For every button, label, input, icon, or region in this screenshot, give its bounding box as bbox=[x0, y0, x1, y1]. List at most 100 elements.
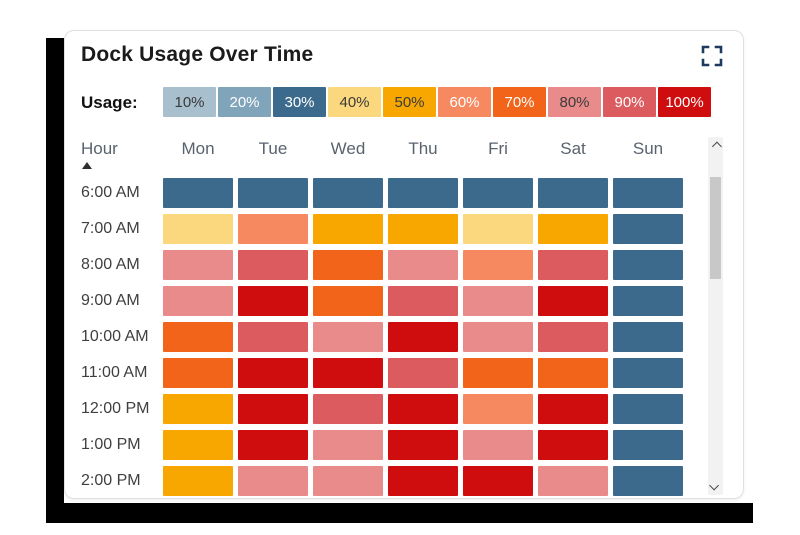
heatmap-cell-mon-70pct[interactable] bbox=[163, 322, 233, 352]
column-header-sun[interactable]: Sun bbox=[632, 139, 664, 158]
heatmap-cell-sat-70pct[interactable] bbox=[538, 358, 608, 388]
heatmap-cell-sun-30pct[interactable] bbox=[613, 358, 683, 388]
heatmap-cell-mon-50pct[interactable] bbox=[163, 466, 233, 496]
heatmap-cell-fri-60pct[interactable] bbox=[463, 394, 533, 424]
fullscreen-expand-icon bbox=[700, 45, 724, 71]
row-hour-label: 8:00 AM bbox=[81, 256, 140, 273]
heatmap-cell-sat-100pct[interactable] bbox=[538, 394, 608, 424]
column-header-thu[interactable]: Thu bbox=[408, 139, 438, 158]
scroll-down-button[interactable] bbox=[708, 478, 723, 493]
heatmap-cell-thu-100pct[interactable] bbox=[388, 466, 458, 496]
fullscreen-expand-button[interactable] bbox=[699, 44, 725, 70]
heatmap-cell-tue-30pct[interactable] bbox=[238, 178, 308, 208]
heatmap-cell-sun-30pct[interactable] bbox=[613, 178, 683, 208]
heatmap-cell-sat-80pct[interactable] bbox=[538, 466, 608, 496]
heatmap-cell-fri-80pct[interactable] bbox=[463, 430, 533, 460]
column-header-tue[interactable]: Tue bbox=[258, 139, 288, 158]
heatmap-row: 9:00 AM bbox=[81, 283, 701, 319]
heatmap-cell-sun-30pct[interactable] bbox=[613, 394, 683, 424]
heatmap-cell-tue-100pct[interactable] bbox=[238, 358, 308, 388]
dock-usage-card: Dock Usage Over Time Usage: 10% 20% 30% 40%… bbox=[64, 30, 744, 499]
heatmap-cell-wed-80pct[interactable] bbox=[313, 466, 383, 496]
heatmap-cell-thu-90pct[interactable] bbox=[388, 286, 458, 316]
heatmap-cell-sat-90pct[interactable] bbox=[538, 322, 608, 352]
row-hour-label: 11:00 AM bbox=[81, 364, 148, 381]
heatmap-cell-sun-30pct[interactable] bbox=[613, 214, 683, 244]
card-shadow-left bbox=[46, 38, 64, 523]
heatmap-cell-fri-80pct[interactable] bbox=[463, 322, 533, 352]
heatmap-grid: 6:00 AM 7:00 AM 8:00 AM 9:00 AM 10:00 AM 11:0… bbox=[81, 175, 701, 498]
heatmap-row: 1:00 PM bbox=[81, 427, 701, 463]
heatmap-cell-wed-80pct[interactable] bbox=[313, 322, 383, 352]
row-hour-label: 9:00 AM bbox=[81, 292, 140, 309]
heatmap-cell-tue-100pct[interactable] bbox=[238, 286, 308, 316]
legend-swatch-50: 50% bbox=[383, 87, 436, 117]
scroll-up-button[interactable] bbox=[708, 139, 723, 154]
heatmap-cell-sat-100pct[interactable] bbox=[538, 286, 608, 316]
heatmap-cell-mon-40pct[interactable] bbox=[163, 214, 233, 244]
heatmap-cell-sun-30pct[interactable] bbox=[613, 250, 683, 280]
heatmap-cell-fri-100pct[interactable] bbox=[463, 466, 533, 496]
heatmap-cell-mon-30pct[interactable] bbox=[163, 178, 233, 208]
column-header-mon[interactable]: Mon bbox=[181, 139, 215, 158]
heatmap-cell-tue-100pct[interactable] bbox=[238, 394, 308, 424]
vertical-scrollbar[interactable] bbox=[708, 137, 723, 495]
heatmap-cell-sun-30pct[interactable] bbox=[613, 322, 683, 352]
column-header-wed[interactable]: Wed bbox=[330, 139, 366, 158]
heatmap-cell-thu-100pct[interactable] bbox=[388, 430, 458, 460]
legend-label: Usage: bbox=[81, 93, 138, 112]
heatmap-cell-mon-70pct[interactable] bbox=[163, 358, 233, 388]
heatmap-cell-thu-50pct[interactable] bbox=[388, 214, 458, 244]
heatmap-cell-thu-100pct[interactable] bbox=[388, 394, 458, 424]
heatmap-cell-fri-30pct[interactable] bbox=[463, 178, 533, 208]
row-hour-label: 10:00 AM bbox=[81, 328, 149, 345]
heatmap-cell-fri-40pct[interactable] bbox=[463, 214, 533, 244]
heatmap-cell-wed-30pct[interactable] bbox=[313, 178, 383, 208]
heatmap-cell-thu-100pct[interactable] bbox=[388, 322, 458, 352]
heatmap-cell-sun-30pct[interactable] bbox=[613, 430, 683, 460]
heatmap-cell-sat-30pct[interactable] bbox=[538, 178, 608, 208]
heatmap-cell-tue-80pct[interactable] bbox=[238, 466, 308, 496]
page-title: Dock Usage Over Time bbox=[81, 43, 314, 66]
heatmap-cell-mon-80pct[interactable] bbox=[163, 286, 233, 316]
heatmap-cell-wed-70pct[interactable] bbox=[313, 250, 383, 280]
heatmap-cell-wed-90pct[interactable] bbox=[313, 394, 383, 424]
heatmap-cell-tue-60pct[interactable] bbox=[238, 214, 308, 244]
legend-swatch-90: 90% bbox=[603, 87, 656, 117]
heatmap-cell-thu-80pct[interactable] bbox=[388, 250, 458, 280]
heatmap-cell-fri-60pct[interactable] bbox=[463, 250, 533, 280]
heatmap-cell-thu-90pct[interactable] bbox=[388, 358, 458, 388]
heatmap-row: 2:00 PM bbox=[81, 463, 701, 498]
legend-swatch-100: 100% bbox=[658, 87, 711, 117]
heatmap-cell-wed-100pct[interactable] bbox=[313, 358, 383, 388]
column-header-hour[interactable]: Hour bbox=[81, 139, 118, 158]
scrollbar-thumb[interactable] bbox=[710, 177, 721, 279]
heatmap-cell-mon-50pct[interactable] bbox=[163, 394, 233, 424]
heatmap-cell-tue-100pct[interactable] bbox=[238, 430, 308, 460]
heatmap-cell-mon-50pct[interactable] bbox=[163, 430, 233, 460]
heatmap-cell-fri-70pct[interactable] bbox=[463, 358, 533, 388]
heatmap-row: 10:00 AM bbox=[81, 319, 701, 355]
heatmap-cell-sun-30pct[interactable] bbox=[613, 286, 683, 316]
heatmap-cell-mon-80pct[interactable] bbox=[163, 250, 233, 280]
column-header-sat[interactable]: Sat bbox=[560, 139, 586, 158]
heatmap-cell-tue-90pct[interactable] bbox=[238, 250, 308, 280]
chevron-up-icon bbox=[711, 141, 722, 152]
heatmap-cell-sun-30pct[interactable] bbox=[613, 466, 683, 496]
legend-swatches: 10% 20% 30% 40% 50% 60% 70% 80% 90% 100% bbox=[163, 87, 711, 117]
heatmap-row: 12:00 PM bbox=[81, 391, 701, 427]
heatmap-cell-wed-50pct[interactable] bbox=[313, 214, 383, 244]
heatmap-cell-thu-30pct[interactable] bbox=[388, 178, 458, 208]
heatmap-cell-sat-100pct[interactable] bbox=[538, 430, 608, 460]
column-header-fri[interactable]: Fri bbox=[488, 139, 508, 158]
heatmap-cell-wed-80pct[interactable] bbox=[313, 430, 383, 460]
heatmap-cell-tue-90pct[interactable] bbox=[238, 322, 308, 352]
heatmap-cell-fri-80pct[interactable] bbox=[463, 286, 533, 316]
heatmap-cell-sat-90pct[interactable] bbox=[538, 250, 608, 280]
legend-swatch-60: 60% bbox=[438, 87, 491, 117]
heatmap-row: 11:00 AM bbox=[81, 355, 701, 391]
heatmap-cell-wed-70pct[interactable] bbox=[313, 286, 383, 316]
heatmap-cell-sat-50pct[interactable] bbox=[538, 214, 608, 244]
legend-swatch-10: 10% bbox=[163, 87, 216, 117]
